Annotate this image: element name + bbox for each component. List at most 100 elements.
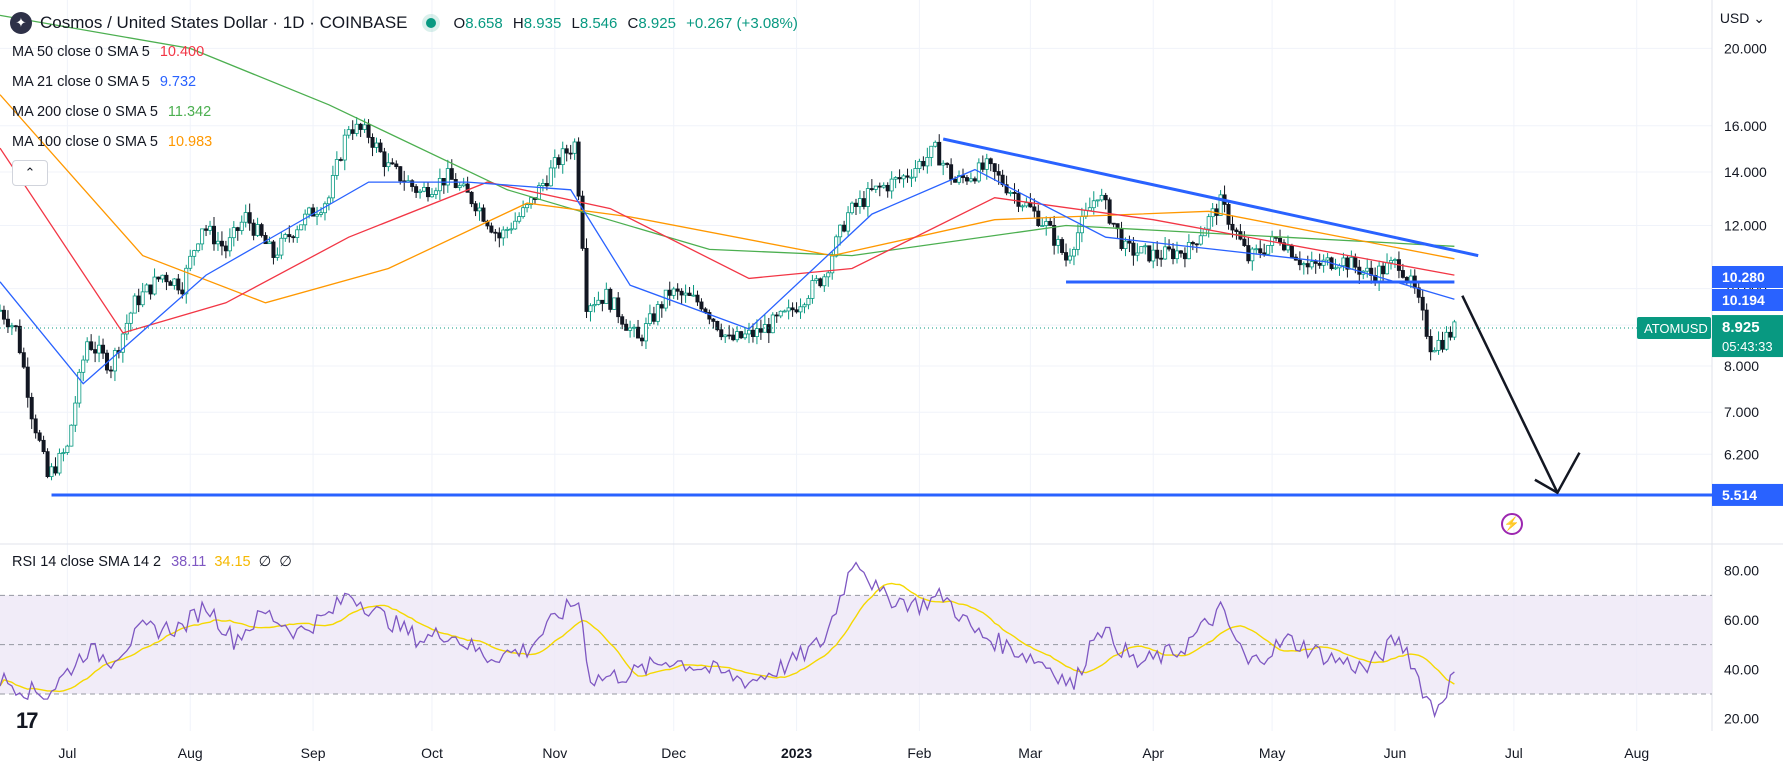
rsi-extra-2: ∅ [279, 554, 292, 570]
candle-body [576, 141, 581, 197]
candle-body [33, 418, 38, 434]
rsi-line [0, 561, 1455, 719]
candle-body [616, 297, 621, 318]
candle-body [1068, 255, 1073, 261]
candle-body [89, 341, 94, 350]
candle-body [188, 255, 193, 269]
candle-body [727, 334, 732, 337]
candle-body [909, 176, 914, 179]
candle-body [69, 424, 74, 447]
level-tag [1712, 289, 1783, 311]
candle-body [521, 207, 526, 217]
high-value: 8.935 [523, 14, 562, 32]
candle-body [235, 227, 240, 231]
indicator-label: MA 50 close 0 SMA 5 [12, 44, 150, 60]
candle-body [1008, 192, 1013, 194]
symbol-tag [1637, 317, 1711, 340]
candle-body [1428, 336, 1433, 353]
indicator-ma100[interactable]: MA 100 close 0 SMA 5 10.983 [12, 134, 212, 150]
candle-body [695, 294, 700, 303]
candle-body [1143, 245, 1148, 248]
candle-body [1262, 252, 1267, 255]
candle-body [774, 314, 779, 317]
candle-body [854, 202, 859, 207]
time-tick-label: Mar [1018, 745, 1042, 761]
candle-body [326, 197, 331, 205]
candle-body [905, 175, 910, 178]
candle-body [889, 178, 894, 192]
candle-body [422, 187, 427, 192]
candle-body [457, 185, 462, 188]
candle-body [176, 278, 181, 291]
candle-body [148, 284, 153, 295]
candle-body [93, 349, 98, 354]
candle-body [691, 294, 696, 297]
candle-body [1198, 235, 1203, 245]
candle-body [275, 254, 280, 258]
candle-body [544, 183, 549, 187]
flash-event-icon[interactable]: ⚡ [1501, 513, 1523, 535]
candle-body [552, 157, 557, 169]
candle-body [747, 329, 752, 335]
candle-body [636, 326, 641, 339]
candle-body [715, 321, 720, 331]
candle-body [279, 237, 284, 256]
candle-body [1234, 229, 1239, 232]
symbol-title[interactable]: Cosmos / United States Dollar · 1D · COI… [40, 13, 408, 32]
candle-body [806, 297, 811, 306]
candle-body [984, 158, 989, 170]
candle-body [227, 237, 232, 252]
indicator-ma50[interactable]: MA 50 close 0 SMA 5 10.400 [12, 44, 204, 60]
candle-body [120, 333, 125, 353]
candle-body [1186, 242, 1191, 260]
time-tick-label: May [1259, 745, 1285, 761]
candle-body [1071, 249, 1076, 257]
indicator-ma21[interactable]: MA 21 close 0 SMA 5 9.732 [12, 74, 196, 90]
candle-body [271, 241, 276, 258]
candle-body [1341, 257, 1346, 267]
candle-body [140, 291, 145, 306]
candle-body [917, 160, 922, 169]
candle-body [968, 178, 973, 182]
candle-body [707, 312, 712, 320]
candle-body [850, 202, 855, 214]
candle-body [1012, 192, 1017, 194]
candle-body [81, 359, 86, 373]
candle-body [208, 225, 213, 231]
rsi-tick-label: 60.00 [1724, 612, 1759, 628]
candle-body [647, 313, 652, 325]
collapse-legend-button[interactable]: ⌃ [12, 160, 48, 186]
currency-selector[interactable]: USD ⌄ [1719, 10, 1765, 26]
candle-body [223, 245, 228, 252]
candle-body [568, 152, 573, 155]
candle-body [287, 234, 292, 238]
candle-body [1282, 242, 1287, 251]
candle-body [901, 175, 906, 180]
candle-body [964, 177, 969, 182]
current-price-label: 8.925 [1722, 319, 1760, 336]
rsi-legend[interactable]: RSI 14 close SMA 14 2 38.11 34.15 ∅ ∅ [12, 554, 292, 570]
indicator-ma200[interactable]: MA 200 close 0 SMA 5 11.342 [12, 104, 211, 120]
candle-body [857, 198, 862, 207]
market-status-icon[interactable] [425, 18, 436, 28]
candle-body [822, 276, 827, 287]
candle-body [318, 212, 323, 215]
level-tag [1712, 266, 1783, 288]
candle-body [1285, 245, 1290, 251]
candle-body [445, 168, 450, 186]
candle-body [1432, 350, 1437, 353]
candle-body [949, 164, 954, 180]
candle-body [1345, 257, 1350, 270]
candle-body [1032, 206, 1037, 212]
candle-body [41, 439, 46, 453]
candle-body [655, 304, 660, 322]
candle-body [1190, 242, 1195, 245]
rsi-tick-label: 20.00 [1724, 711, 1759, 727]
candle-body [651, 313, 656, 322]
candle-body [1392, 259, 1397, 262]
indicator-label: MA 100 close 0 SMA 5 [12, 134, 158, 150]
symbol-tag-label: ATOMUSD [1644, 321, 1708, 336]
candle-body [1123, 240, 1128, 249]
candle-body [390, 162, 395, 165]
